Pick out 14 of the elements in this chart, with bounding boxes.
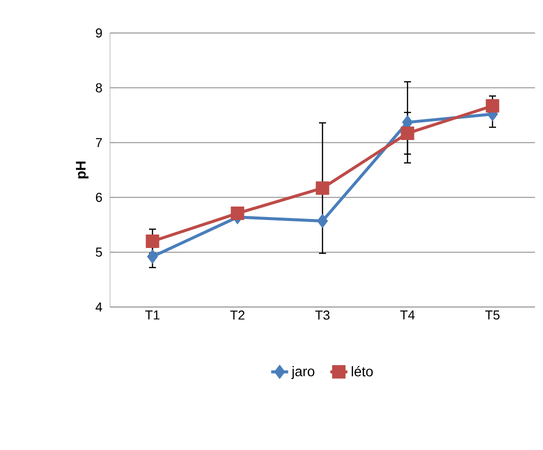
y-tick-label: 7	[96, 138, 102, 148]
x-tick-label: T2	[230, 310, 244, 320]
x-tick-label: T5	[485, 310, 500, 320]
y-tick-label: 6	[96, 192, 102, 202]
y-tick-label: 4	[96, 302, 102, 312]
legend-label: jaro	[291, 366, 314, 380]
y-axis-title: pH	[76, 162, 88, 178]
y-tick-label: 8	[96, 83, 102, 92]
y-tick-label: 9	[96, 28, 102, 38]
x-tick-label: T4	[400, 310, 415, 320]
legend-label: léto	[352, 366, 373, 376]
x-tick-label: T3	[315, 310, 330, 320]
y-tick-label: 5	[96, 248, 102, 257]
x-tick-label: T1	[145, 310, 160, 320]
